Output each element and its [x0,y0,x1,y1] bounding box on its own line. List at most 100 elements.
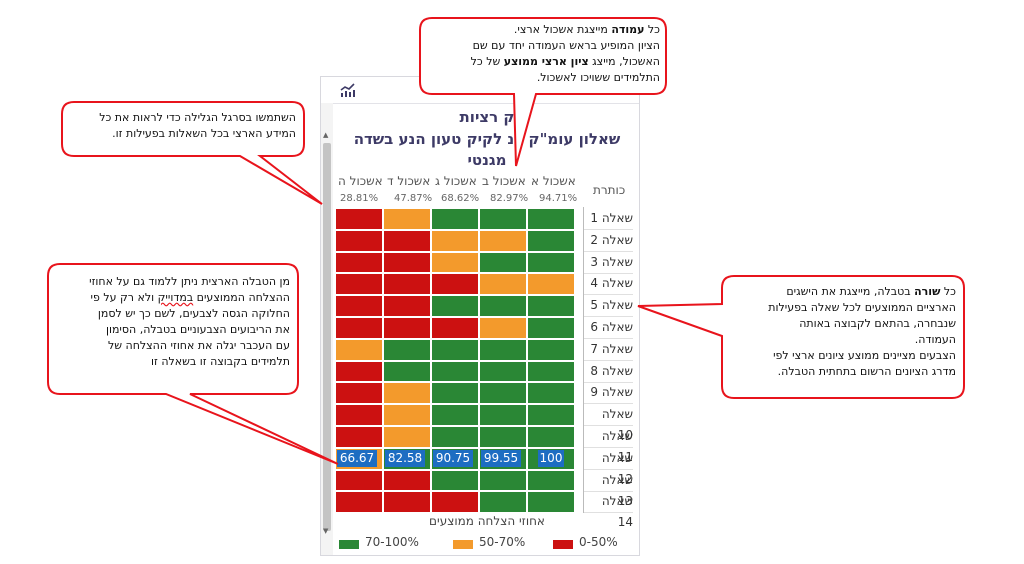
row-label: שאלה 10 [583,404,633,442]
heatmap-cell[interactable] [479,317,527,339]
column-header-cluster-e: אשכול ה [338,174,383,188]
heatmap-cell[interactable] [431,491,479,514]
scrollbar-thumb[interactable] [323,143,331,531]
heatmap-cell[interactable] [383,491,431,514]
heatmap-cell[interactable] [335,382,383,405]
heatmap-cell[interactable] [527,404,575,426]
heatmap-cell[interactable] [479,382,527,405]
heatmap-cell[interactable] [527,273,575,296]
heatmap-cell[interactable] [383,382,431,405]
heatmap-cell[interactable] [335,273,383,296]
heatmap-cell[interactable] [431,426,479,448]
heatmap-cell[interactable] [335,469,383,492]
heatmap-cell[interactable] [527,491,575,514]
heatmap-cell[interactable] [479,251,527,274]
heatmap-cell[interactable] [383,208,431,230]
heatmap-cell[interactable] [479,229,527,252]
heatmap-cell[interactable] [383,273,431,296]
heatmap-cell[interactable] [383,338,431,361]
heatmap-cell[interactable] [383,426,431,448]
average-cluster-d: 47.87% [394,193,433,204]
heatmap-cell[interactable] [383,229,431,252]
heatmap-cell[interactable] [431,338,479,361]
heatmap-cell[interactable] [335,491,383,514]
row-label: שאלה 1 [583,208,633,230]
legend-label-red: 0-50% [579,535,618,549]
heatmap-cell[interactable] [431,251,479,274]
heatmap-cell[interactable] [479,295,527,317]
callout-rows-line4: העמודה. [914,333,956,346]
heatmap-cell[interactable] [527,360,575,383]
heatmap-cell[interactable] [479,491,527,514]
heatmap-cell[interactable] [383,251,431,274]
heatmap-cell[interactable] [335,360,383,383]
heatmap-cell[interactable] [431,208,479,230]
success-percent-label: 90.75 [433,449,473,467]
heatmap-cell[interactable] [527,382,575,405]
callout-rows: כל שורה בטבלה, מייצגת את הישגים הארציים … [630,274,970,404]
heatmap-cell[interactable] [479,208,527,230]
success-percent-label: 100 [538,449,564,467]
heatmap-cell[interactable] [335,338,383,361]
heatmap-cell[interactable] [479,469,527,492]
heatmap-cell[interactable] [335,295,383,317]
callout-rows-shape [637,275,965,399]
heatmap-cell[interactable] [479,426,527,448]
heatmap-cell[interactable] [335,404,383,426]
heatmap-cell[interactable] [431,360,479,383]
heatmap-cell[interactable] [383,404,431,426]
heatmap-cell[interactable] [383,295,431,317]
heatmap-cell[interactable] [431,317,479,339]
scroll-down-arrow-icon[interactable]: ▼ [323,527,329,535]
row-label: שאלה 5 [583,295,633,318]
heatmap-cell[interactable] [479,273,527,296]
heatmap-cell[interactable] [383,360,431,383]
heatmap-cell[interactable] [431,273,479,296]
row-label: שאלה 9 [583,382,633,405]
callout-scrollbar-line1: השתמשו בסרגל הגלילה כדי לראות את כל [99,111,296,124]
callout-hover-line5: עם העכבר יגלה את אחוזי ההצלחה של [107,339,290,352]
heatmap-cell[interactable] [383,469,431,492]
heatmap-cell[interactable] [527,317,575,339]
average-cluster-b: 82.97% [490,193,529,204]
callout-rows-line5: הצבעים מציינים ממוצע ציונים ארצי לפי [773,349,956,362]
heatmap-cell[interactable] [479,404,527,426]
heatmap-cell[interactable] [479,338,527,361]
heatmap-cell[interactable] [527,469,575,492]
heatmap-cell[interactable] [431,382,479,405]
heatmap-cell[interactable] [527,251,575,274]
table-title-line3: מגנטי [467,151,507,169]
row-header-label: כותרת [593,183,626,197]
heatmap-cell[interactable] [431,295,479,317]
heatmap-cell[interactable] [335,208,383,230]
heatmap-cell[interactable] [431,469,479,492]
heatmap-cell[interactable] [527,426,575,448]
heatmap-cell[interactable] [527,229,575,252]
chart-icon[interactable] [339,82,357,98]
row-label: שאלה 14 [583,491,633,529]
heatmap-cell[interactable] [335,426,383,448]
column-header-cluster-c: אשכול ג [435,174,477,188]
heatmap-cell[interactable] [431,229,479,252]
column-header-cluster-b: אשכול ב [482,174,526,188]
heatmap-cell[interactable] [335,251,383,274]
success-percent-label: 82.58 [385,449,425,467]
scroll-up-arrow-icon[interactable]: ▲ [323,131,329,139]
heatmap-cell[interactable] [335,229,383,252]
heatmap-cell[interactable] [383,317,431,339]
heatmap-cell[interactable] [335,317,383,339]
average-cluster-a: 94.71% [539,193,578,204]
row-label: שאלה 8 [583,361,633,383]
heatmap-cell[interactable] [527,208,575,230]
column-header-cluster-d: אשכול ד [387,174,431,188]
average-cluster-e: 28.81% [340,193,379,204]
scrollbar[interactable]: ▲ ▼ [321,103,333,555]
heatmap-cell[interactable] [527,295,575,317]
table-title-line2: שאלון עומ"ק בנ לקיק טעון הנע בשדה [353,130,621,148]
row-label: שאלה 6 [583,317,633,339]
row-label: שאלה 7 [583,339,633,361]
heatmap-cell[interactable] [527,338,575,361]
national-table-panel: ▲ ▼ ק רציות שאלון עומ"ק בנ לקיק טעון הנע… [320,76,640,556]
heatmap-cell[interactable] [479,360,527,383]
heatmap-cell[interactable] [431,404,479,426]
